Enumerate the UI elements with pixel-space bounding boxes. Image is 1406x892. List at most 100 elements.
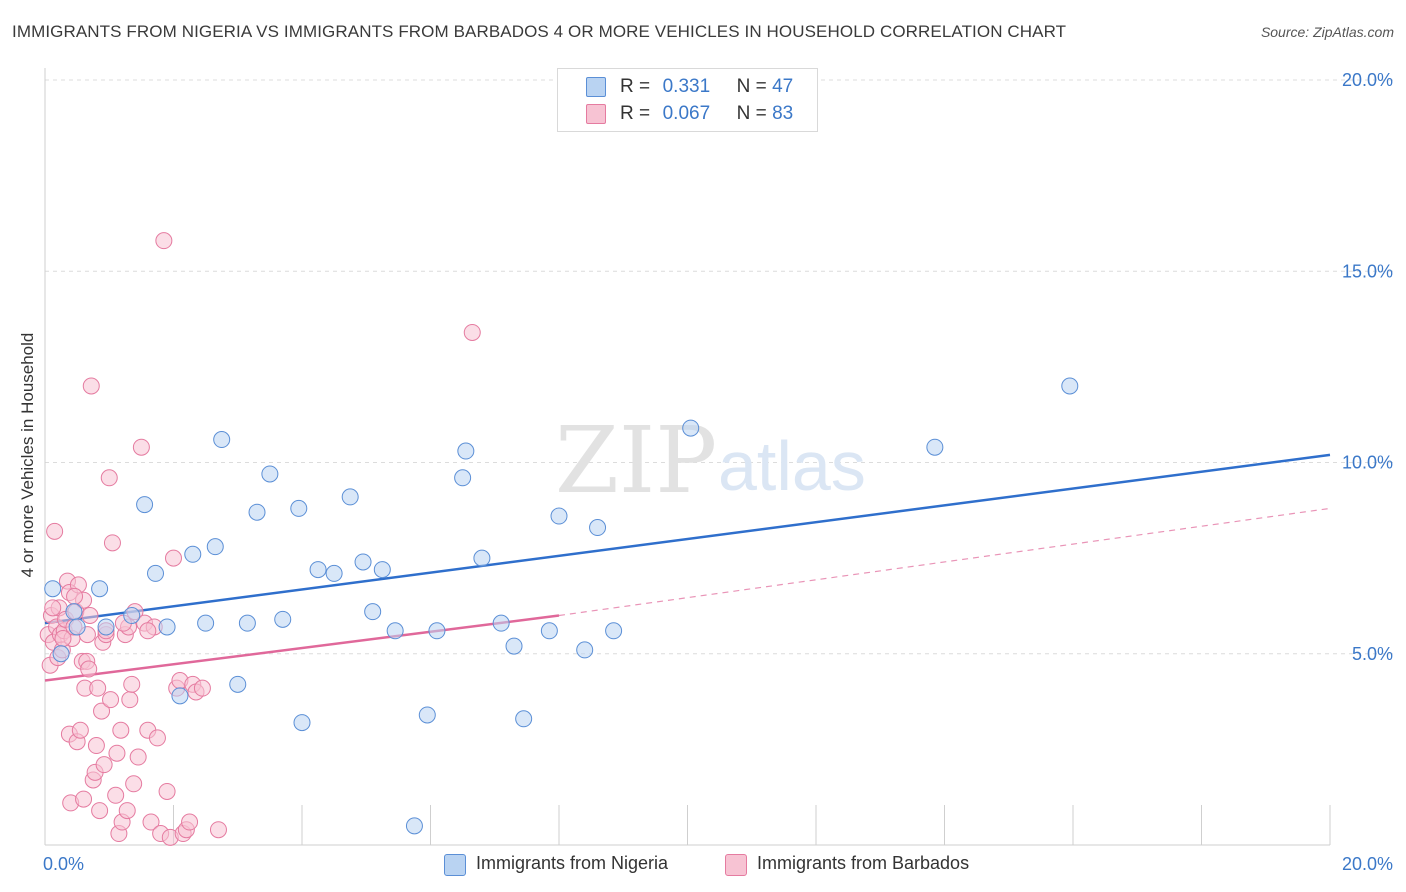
nigeria-point bbox=[405, 817, 423, 835]
barbados-point bbox=[91, 802, 109, 820]
barbados-point bbox=[102, 691, 120, 709]
barbados-point bbox=[118, 802, 136, 820]
barbados-point bbox=[75, 790, 93, 808]
watermark-atlas: atlas bbox=[718, 427, 866, 505]
barbados-point bbox=[82, 377, 100, 395]
barbados-point bbox=[81, 607, 99, 624]
barbados-point bbox=[95, 756, 113, 774]
nigeria-point bbox=[589, 519, 607, 537]
chart-title: IMMIGRANTS FROM NIGERIA VS IMMIGRANTS FR… bbox=[12, 22, 1067, 41]
nigeria-point bbox=[309, 561, 327, 579]
nigeria-r-label: R = bbox=[620, 76, 651, 97]
grid-lines bbox=[45, 79, 1395, 655]
nigeria-point bbox=[926, 438, 944, 456]
nigeria-point bbox=[428, 622, 446, 640]
nigeria-point bbox=[97, 618, 115, 636]
nigeria-trend-line bbox=[44, 453, 1331, 625]
barbados-point bbox=[93, 702, 111, 720]
nigeria-point bbox=[238, 614, 256, 632]
nigeria-point bbox=[418, 706, 436, 724]
nigeria-point bbox=[682, 419, 700, 437]
nigeria-legend-swatch bbox=[444, 854, 466, 876]
nigeria-point bbox=[261, 465, 279, 483]
barbados-point bbox=[181, 813, 199, 831]
nigeria-point bbox=[293, 714, 311, 732]
nigeria-n-label: N = bbox=[736, 76, 767, 97]
nigeria-point bbox=[457, 442, 475, 460]
barbados-point bbox=[165, 549, 182, 567]
nigeria-point bbox=[68, 618, 86, 636]
nigeria-point bbox=[473, 549, 491, 567]
barbados-swatch bbox=[586, 104, 606, 124]
nigeria-point bbox=[229, 675, 247, 693]
barbados-point bbox=[71, 721, 89, 739]
barbados-point bbox=[107, 786, 125, 804]
nigeria-point bbox=[505, 637, 523, 655]
barbados-point bbox=[100, 469, 118, 487]
nigeria-point bbox=[147, 564, 165, 582]
barbados-point bbox=[66, 587, 84, 605]
barbados-point bbox=[121, 691, 139, 709]
barbados-point bbox=[132, 438, 150, 456]
nigeria-point bbox=[515, 710, 533, 728]
barbados-point bbox=[87, 737, 105, 755]
y-tick-label: 10.0% bbox=[1342, 453, 1393, 473]
barbados-point bbox=[148, 729, 166, 747]
nigeria-point bbox=[274, 610, 292, 628]
nigeria-point bbox=[184, 545, 202, 563]
barbados-legend-swatch bbox=[725, 854, 747, 876]
nigeria-point bbox=[171, 687, 189, 705]
nigeria-point bbox=[364, 603, 382, 621]
barbados-legend-label: Immigrants from Barbados bbox=[757, 853, 970, 873]
barbados-point bbox=[44, 599, 62, 617]
nigeria-point bbox=[540, 622, 558, 640]
nigeria-point bbox=[1061, 377, 1079, 395]
source-credit: Source: ZipAtlas.com bbox=[1260, 24, 1394, 40]
nigeria-point bbox=[197, 614, 215, 632]
nigeria-point bbox=[373, 561, 391, 579]
nigeria-point bbox=[158, 618, 176, 636]
barbados-point bbox=[142, 813, 160, 831]
nigeria-point bbox=[386, 622, 404, 640]
nigeria-point bbox=[123, 607, 141, 624]
barbados-point bbox=[89, 679, 107, 697]
barbados-point bbox=[129, 748, 147, 766]
nigeria-point bbox=[136, 496, 154, 514]
nigeria-point bbox=[206, 538, 224, 556]
barbados-point bbox=[155, 232, 173, 250]
barbados-r-label: R = bbox=[620, 103, 651, 124]
nigeria-r-value: 0.331 bbox=[662, 76, 711, 97]
nigeria-point bbox=[341, 488, 359, 506]
nigeria-points bbox=[44, 377, 1079, 835]
barbados-n-label: N = bbox=[736, 103, 767, 124]
y-tick-label: 15.0% bbox=[1342, 261, 1393, 281]
nigeria-swatch bbox=[586, 77, 606, 97]
barbados-point bbox=[463, 323, 481, 341]
nigeria-point bbox=[454, 469, 472, 487]
nigeria-point bbox=[91, 580, 109, 598]
barbados-point bbox=[209, 821, 227, 839]
nigeria-point bbox=[290, 499, 308, 517]
trend-lines bbox=[44, 453, 1331, 682]
x-tick-label-min: 0.0% bbox=[43, 854, 84, 874]
y-tick-label: 20.0% bbox=[1342, 70, 1393, 90]
nigeria-point bbox=[605, 622, 623, 640]
nigeria-n-value: 47 bbox=[772, 76, 794, 97]
barbados-trend-line bbox=[44, 614, 560, 682]
barbados-n-value: 83 bbox=[772, 103, 794, 124]
barbados-point bbox=[139, 622, 157, 640]
barbados-point bbox=[158, 782, 176, 800]
barbados-point bbox=[103, 534, 121, 552]
nigeria-point bbox=[44, 580, 62, 598]
y-tick-label: 5.0% bbox=[1352, 644, 1393, 664]
nigeria-point bbox=[325, 564, 343, 582]
barbados-point bbox=[108, 744, 126, 762]
axes bbox=[44, 68, 1331, 846]
barbados-point bbox=[80, 660, 98, 678]
barbados-r-value: 0.067 bbox=[662, 103, 711, 124]
y-axis-label: 4 or more Vehicles in Household bbox=[18, 333, 37, 578]
nigeria-legend-label: Immigrants from Nigeria bbox=[476, 853, 669, 873]
tick-labels: 5.0% 10.0% 15.0% 20.0% 0.0% 20.0% bbox=[43, 70, 1393, 874]
nigeria-point bbox=[576, 641, 594, 659]
